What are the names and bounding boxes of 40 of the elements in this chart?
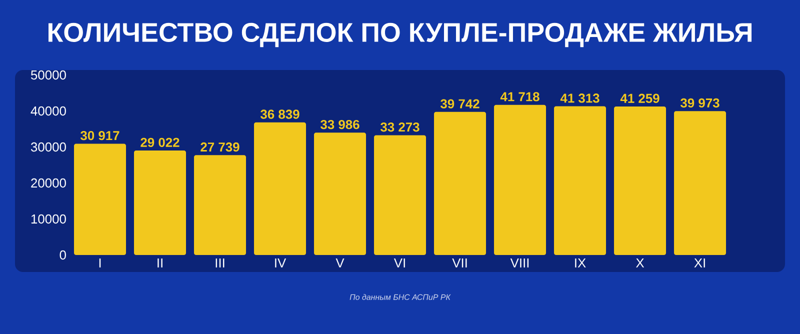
y-tick-label: 20000 — [31, 178, 66, 188]
x-tick-label: IX — [575, 258, 586, 268]
x-tick-label: XI — [694, 258, 705, 268]
x-tick-label: VII — [452, 258, 467, 268]
x-tick-label: II — [158, 258, 162, 268]
x-tick-label: VI — [394, 258, 405, 268]
y-tick-label: 10000 — [31, 214, 66, 224]
bar — [314, 132, 366, 255]
data-label: 29 022 — [140, 138, 180, 147]
x-tick-label: VIII — [510, 258, 529, 268]
x-tick-label: III — [216, 258, 224, 268]
data-label: 39 973 — [680, 98, 720, 108]
y-tick-label: 30000 — [30, 142, 66, 152]
data-label: 33 273 — [380, 122, 420, 132]
data-label: 27 739 — [200, 142, 240, 152]
y-tick-label: 50000 — [30, 70, 66, 80]
x-tick-label: I — [99, 258, 101, 268]
chart-title: КОЛИЧЕСТВО СДЕЛОК ПО КУПЛЕ-ПРОДАЖЕ ЖИЛЬЯ — [48, 22, 752, 48]
data-label: 39 742 — [440, 99, 480, 108]
bar — [194, 155, 246, 255]
bar — [374, 135, 426, 255]
bar — [74, 144, 126, 255]
y-tick-label: 0 — [60, 250, 66, 260]
data-label: 41 718 — [500, 92, 540, 102]
bar — [554, 106, 606, 255]
data-label: 30 917 — [80, 130, 120, 140]
x-tick-label: V — [336, 258, 344, 268]
x-tick-label: X — [636, 258, 644, 268]
bar — [134, 150, 186, 255]
bar — [434, 112, 486, 255]
bar — [614, 106, 666, 255]
bar — [494, 104, 546, 255]
y-tick-label: 40000 — [30, 106, 66, 116]
data-label: 41 259 — [620, 94, 660, 103]
bar — [674, 111, 726, 255]
x-tick-label: IV — [275, 258, 286, 268]
data-label: 33 986 — [320, 120, 360, 130]
data-label: 41 313 — [560, 94, 600, 103]
data-label: 36 839 — [260, 110, 300, 119]
bar — [254, 122, 306, 255]
